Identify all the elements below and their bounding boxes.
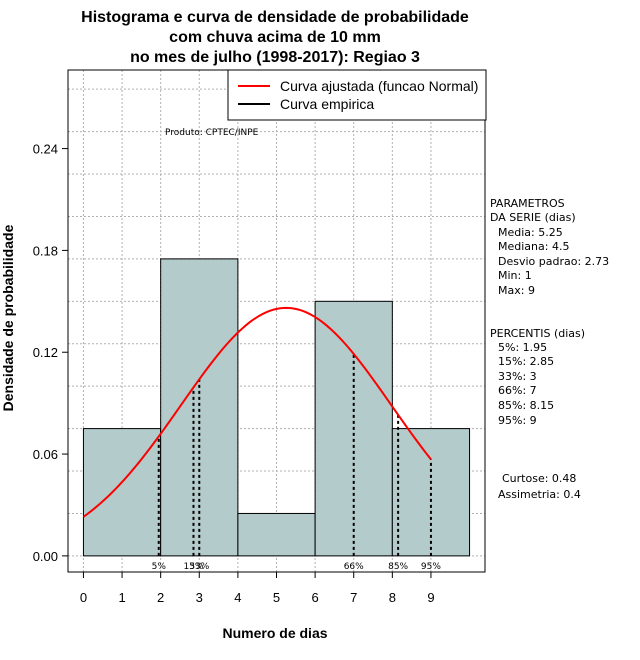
parameter-median: Mediana: 4.5	[498, 240, 569, 253]
x-tick-label-8: 8	[389, 590, 396, 605]
percentile-marker-label-2: 33%	[189, 562, 209, 572]
percentil-5: 5%: 1.95	[498, 341, 547, 354]
y-tick-label-0.00: 0.00	[33, 549, 58, 564]
parameter-min: Min: 1	[498, 269, 532, 282]
x-tick-label-9: 9	[427, 590, 434, 605]
percentile-marker-label-5: 95%	[421, 562, 441, 572]
curve-layer	[82, 306, 432, 518]
parameters-heading-2: DA SERIE (dias)	[490, 211, 576, 224]
parameter-mean: Media: 5.25	[498, 226, 563, 239]
y-tick-label-0.18: 0.18	[33, 243, 58, 258]
chart-title-line-2: com chuva acima de 10 mm	[169, 29, 381, 46]
percentile-marker-label-1: 15%	[183, 562, 203, 572]
parameters-heading-1: PARAMETROS	[490, 197, 565, 210]
x-tick-label-7: 7	[350, 590, 357, 605]
x-tick-label-2: 2	[157, 590, 164, 605]
percentile-markers-layer: 5% 15%33% 66% 85% 95%	[152, 353, 441, 572]
x-tick-label-6: 6	[311, 590, 318, 605]
legend-label-fit: Curva ajustada (funcao Normal)	[280, 78, 478, 94]
parameters-panel: PARAMETROS DA SERIE (dias) Media: 5.25 M…	[490, 197, 609, 297]
y-tick-label-0.24: 0.24	[33, 142, 58, 157]
percentil-85: 85%: 8.15	[498, 399, 554, 412]
histogram-bar-5	[391, 428, 471, 557]
chart-title-line-1: Histograma e curva de densidade de proba…	[81, 9, 469, 26]
chart-title-line-3: no mes de julho (1998-2017): Regiao 3	[130, 49, 420, 66]
percentis-panel: PERCENTIS (dias) 5%: 1.95 15%: 2.85 33%:…	[490, 327, 585, 427]
percentil-33: 33%: 3	[498, 370, 537, 383]
percentil-66: 66%: 7	[498, 384, 537, 397]
parameter-sd: Desvio padrao: 2.73	[498, 255, 609, 268]
x-tick-label-3: 3	[196, 590, 203, 605]
x-tick-label-4: 4	[234, 590, 241, 605]
percentile-marker-label-0: 5%	[152, 562, 167, 572]
axes-layer: 0 1 2 3 4 5 6 7 8 9 0.00 0.06 0.12 0.18 0.24	[33, 142, 435, 605]
legend-label-empirical: Curva empirica	[280, 96, 374, 112]
y-tick-label-0.12: 0.12	[33, 345, 58, 360]
parameter-max: Max: 9	[498, 284, 535, 297]
x-tick-label-5: 5	[273, 590, 280, 605]
skewness-value: Assimetria: 0.4	[498, 488, 581, 501]
x-tick-label-1: 1	[118, 590, 125, 605]
legend: Curva ajustada (funcao Normal) Curva emp…	[227, 69, 487, 121]
x-axis-label: Numero de dias	[222, 625, 327, 641]
percentil-15: 15%: 2.85	[498, 355, 554, 368]
legend-box	[227, 69, 487, 121]
y-tick-label-0.06: 0.06	[33, 447, 58, 462]
percentile-marker-label-3: 66%	[344, 562, 364, 572]
product-label: Produto: CPTEC/INPE	[165, 128, 259, 138]
histogram-bar-3	[237, 512, 316, 557]
kurtosis-value: Curtose: 0.48	[502, 472, 576, 485]
shape-panel: Curtose: 0.48 Assimetria: 0.4	[498, 472, 581, 501]
percentis-heading: PERCENTIS (dias)	[490, 327, 585, 340]
normal-fit-curve	[82, 306, 432, 518]
percentil-95: 95%: 9	[498, 414, 537, 427]
percentile-marker-label-4: 85%	[388, 562, 408, 572]
x-tick-label-0: 0	[80, 590, 87, 605]
histogram-bar-1	[82, 428, 162, 557]
y-axis-label: Densidade de probabilidade	[0, 224, 16, 411]
